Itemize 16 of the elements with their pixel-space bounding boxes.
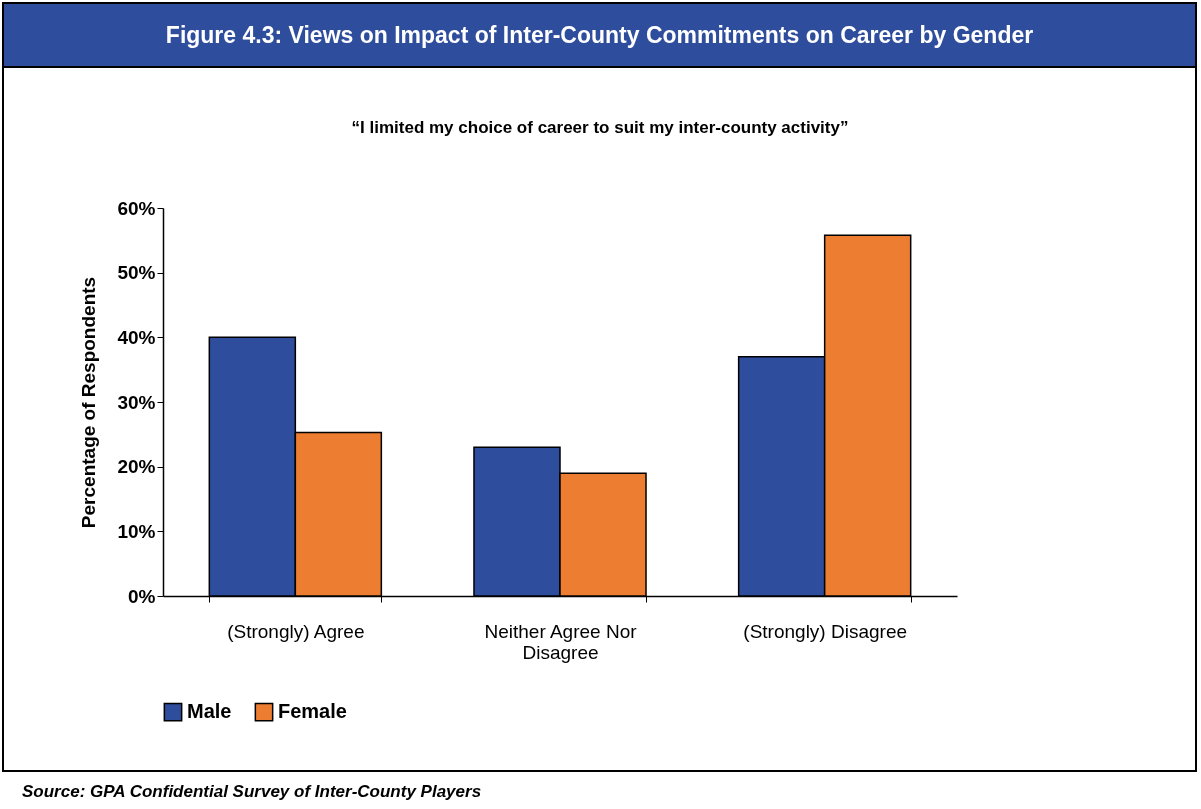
y-tick-label: 0% — [128, 585, 156, 607]
y-tick-label: 10% — [117, 520, 156, 542]
chart-title: Figure 4.3: Views on Impact of Inter-County Commitments on Career by Gender — [4, 4, 1195, 68]
y-tick-label: 20% — [117, 456, 156, 478]
legend-label: Male — [187, 700, 232, 723]
y-tick-label: 60% — [117, 197, 156, 219]
y-tick-label: 30% — [117, 391, 156, 413]
chart-subtitle: “I limited my choice of career to suit my inter-county activity” — [351, 118, 849, 137]
legend-label: Female — [278, 700, 347, 723]
y-tick-label: 50% — [117, 262, 156, 284]
x-tick-label: (Strongly) Disagree — [743, 620, 907, 642]
y-axis-title: Percentage of Respondents — [78, 276, 100, 529]
source-note: Source: GPA Confidential Survey of Inter-County Players — [22, 782, 482, 802]
y-tick-label: 40% — [117, 326, 156, 348]
x-tick-label: Neither Agree Nor Disagree — [484, 620, 638, 663]
x-tick-label: (Strongly) Agree — [227, 620, 365, 642]
